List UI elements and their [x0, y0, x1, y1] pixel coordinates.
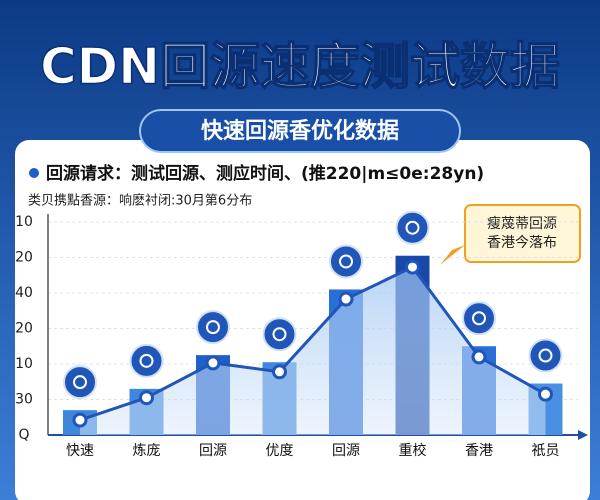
x-tick-label: 回源 — [332, 443, 360, 459]
icon-glyph — [538, 348, 553, 363]
icon-glyph — [272, 327, 287, 342]
y-tick-label: Q — [18, 427, 29, 443]
legend-dot — [29, 168, 39, 178]
point — [338, 291, 354, 307]
point — [72, 412, 88, 428]
chart-title: CDN回源速度测试数据 — [40, 38, 560, 96]
y-tick-label: 20 — [15, 250, 33, 266]
annotation: 瘦蔑蒂回源 — [487, 215, 557, 232]
note: 类贝携點香源：响麽衬闭:30月第6分布 — [28, 193, 252, 209]
x-tick-label: 重校 — [399, 442, 427, 459]
x-tick-label: 回源 — [199, 443, 227, 459]
y-tick-label: 10 — [15, 214, 33, 230]
x-tick-label: 炼庞 — [133, 443, 161, 459]
legend-text: 回源请求：测试回源、测应时间、(推220|m≤0e:28yn) — [46, 163, 484, 184]
icon-glyph — [139, 353, 154, 368]
point — [139, 390, 154, 406]
plot: Q 30 10 20 40 20 10 快速 炼庞 回源 优度 回源 重校 香港 祇员 — [15, 210, 588, 459]
icon — [395, 210, 430, 245]
x-tick-label: 祇员 — [532, 443, 560, 459]
point — [205, 355, 221, 371]
point — [405, 259, 420, 275]
annotation: 香港今落布 — [487, 235, 557, 251]
line — [79, 265, 547, 422]
icon — [528, 338, 563, 373]
area — [80, 267, 546, 435]
x-tick-label: 优度 — [266, 443, 294, 459]
x-tick-label: 香港 — [465, 443, 493, 459]
icon — [262, 317, 297, 352]
icon-glyph — [339, 254, 353, 269]
y-tick-label: 10 — [15, 356, 33, 372]
point — [538, 386, 553, 402]
icon — [329, 244, 363, 279]
icon — [63, 365, 97, 400]
y-tick-label: 20 — [15, 321, 33, 337]
y-tick-label: 30 — [15, 392, 33, 408]
subtitle-pill — [139, 109, 461, 153]
icon-glyph — [206, 320, 220, 335]
annotation-arrow — [440, 245, 465, 265]
x-axis-arrow — [578, 430, 588, 440]
icon-glyph — [472, 311, 486, 326]
point — [272, 364, 287, 380]
subtitle: 快速回源香优化数据 — [201, 118, 399, 144]
icon — [462, 301, 496, 336]
x-tick-label: 快速 — [66, 443, 94, 459]
annotation-box — [464, 204, 581, 263]
icon-glyph — [73, 375, 87, 390]
point — [471, 349, 487, 365]
y-tick-label: 40 — [15, 285, 33, 301]
icon-glyph — [405, 220, 420, 235]
icon — [196, 310, 230, 345]
icon — [129, 343, 164, 378]
